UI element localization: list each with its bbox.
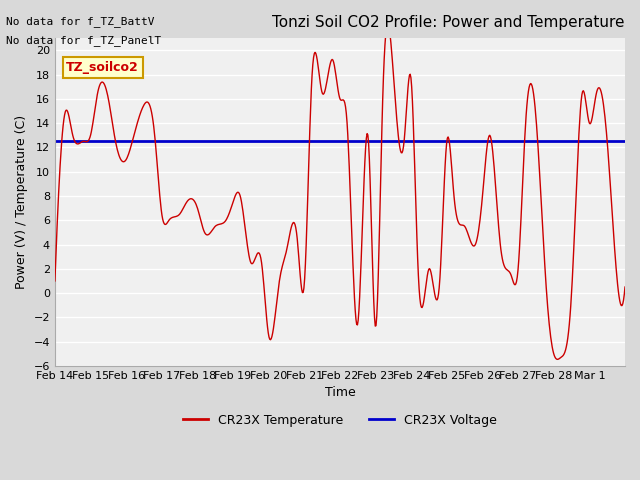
X-axis label: Time: Time [324, 386, 355, 399]
Text: Tonzi Soil CO2 Profile: Power and Temperature: Tonzi Soil CO2 Profile: Power and Temper… [273, 15, 625, 30]
Text: TZ_soilco2: TZ_soilco2 [67, 61, 139, 74]
Text: No data for f_TZ_PanelT: No data for f_TZ_PanelT [6, 35, 162, 46]
Legend: CR23X Temperature, CR23X Voltage: CR23X Temperature, CR23X Voltage [179, 409, 502, 432]
Text: No data for f_TZ_BattV: No data for f_TZ_BattV [6, 16, 155, 27]
Y-axis label: Power (V) / Temperature (C): Power (V) / Temperature (C) [15, 115, 28, 289]
